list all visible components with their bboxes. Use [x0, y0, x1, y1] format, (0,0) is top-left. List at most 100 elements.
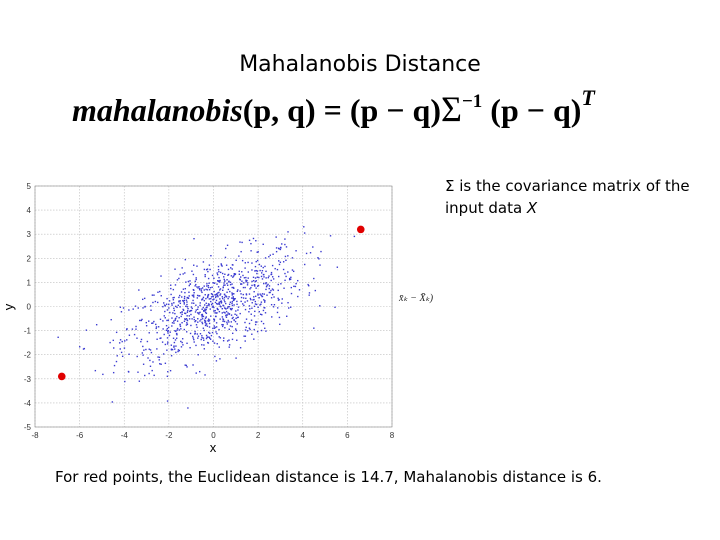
data-point: [175, 337, 178, 339]
data-point: [202, 306, 204, 309]
data-point: [204, 374, 206, 376]
data-point: [183, 303, 186, 305]
data-point: [140, 319, 142, 322]
data-point: [232, 286, 235, 289]
data-point: [201, 316, 203, 318]
data-point: [244, 286, 246, 289]
data-point: [221, 325, 224, 328]
data-point: [119, 348, 121, 350]
data-point: [194, 280, 196, 283]
data-point: [223, 299, 225, 301]
data-point: [155, 326, 158, 328]
data-point: [267, 283, 269, 286]
data-point: [208, 264, 211, 266]
data-point: [284, 272, 286, 275]
data-point: [141, 318, 143, 321]
data-point: [288, 278, 291, 281]
data-point: [252, 237, 255, 240]
data-point: [222, 289, 224, 292]
data-point: [151, 369, 153, 372]
data-point: [188, 291, 190, 293]
data-point: [223, 311, 225, 314]
data-point: [226, 279, 228, 281]
data-point: [202, 315, 205, 318]
data-point: [192, 337, 195, 339]
data-point: [238, 255, 240, 257]
data-point: [291, 269, 294, 271]
data-point: [182, 288, 185, 290]
data-point: [181, 313, 183, 316]
data-point: [287, 271, 289, 273]
data-point: [255, 280, 258, 282]
data-point: [233, 319, 235, 321]
data-point: [268, 291, 271, 294]
data-point: [276, 307, 279, 309]
data-point: [222, 318, 224, 320]
data-point: [319, 264, 321, 266]
data-point: [231, 294, 233, 296]
data-point: [196, 326, 198, 329]
data-point: [184, 312, 186, 314]
data-point: [190, 324, 192, 327]
data-point: [191, 318, 193, 320]
data-point: [143, 349, 145, 351]
data-point: [254, 310, 256, 313]
data-point: [245, 280, 247, 283]
data-point: [287, 255, 289, 257]
data-point: [173, 309, 175, 312]
data-point: [213, 327, 216, 329]
data-point: [266, 284, 268, 287]
data-point: [119, 339, 122, 341]
data-point: [231, 268, 233, 270]
data-point: [215, 360, 218, 362]
data-point: [225, 295, 227, 297]
data-point: [163, 333, 165, 336]
data-point: [272, 278, 275, 280]
data-point: [231, 325, 233, 328]
data-point: [227, 268, 230, 271]
data-point: [112, 339, 114, 342]
data-point: [219, 298, 221, 300]
x-tick-label: -6: [76, 431, 84, 440]
data-point: [225, 310, 228, 313]
data-point: [212, 305, 214, 307]
data-point: [119, 306, 122, 308]
data-point: [211, 274, 214, 277]
data-point: [207, 303, 210, 305]
data-point: [128, 334, 131, 336]
data-point: [269, 291, 271, 294]
data-point: [280, 283, 282, 285]
data-point: [209, 338, 212, 340]
data-point: [248, 305, 251, 307]
data-point: [136, 337, 138, 339]
data-point: [169, 331, 171, 333]
data-point: [319, 305, 321, 307]
data-point: [233, 298, 235, 300]
data-point: [205, 297, 207, 300]
data-point: [186, 319, 188, 321]
data-point: [167, 341, 169, 343]
data-point: [210, 293, 213, 295]
data-point: [214, 309, 216, 312]
data-point: [244, 340, 246, 342]
data-point: [284, 255, 287, 258]
data-point: [291, 257, 294, 259]
data-point: [273, 296, 275, 298]
data-point: [252, 280, 255, 282]
data-point: [176, 315, 178, 318]
data-point: [227, 312, 229, 314]
data-point: [124, 340, 126, 342]
data-point: [214, 294, 216, 296]
data-point: [256, 251, 258, 253]
data-point: [222, 318, 225, 321]
data-point: [204, 322, 207, 324]
data-point: [145, 325, 148, 327]
data-point: [189, 347, 191, 349]
data-point: [218, 310, 221, 313]
data-point: [232, 293, 234, 295]
data-point: [121, 355, 124, 358]
data-point: [183, 301, 185, 304]
data-point: [182, 344, 184, 346]
data-point: [136, 355, 138, 358]
data-point: [204, 317, 207, 319]
